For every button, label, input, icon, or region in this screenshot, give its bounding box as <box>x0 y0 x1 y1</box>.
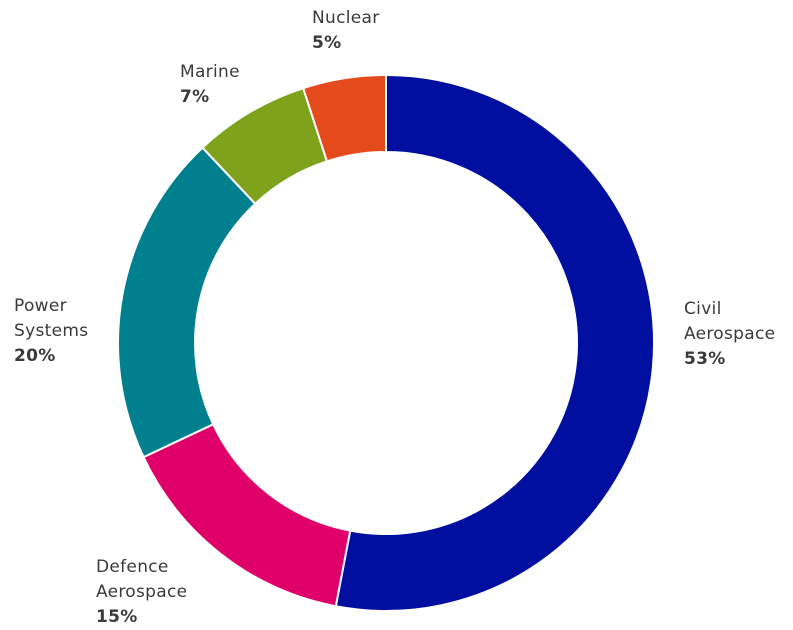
label-power-systems-line-2: Systems <box>14 321 89 341</box>
label-marine: Marine 7% <box>180 60 240 110</box>
label-power-systems-line-1: Power <box>14 296 67 316</box>
label-nuclear-line-1: Nuclear <box>312 8 380 28</box>
label-civil-aerospace-line-1: Civil <box>684 299 722 319</box>
label-civil-aerospace-line-2: Aerospace <box>684 324 776 344</box>
value-power-systems: 20% <box>14 346 56 366</box>
value-marine: 7% <box>180 87 210 107</box>
donut-slice-power-systems <box>117 146 257 459</box>
label-power-systems: Power Systems 20% <box>14 294 88 369</box>
label-defence-aerospace-line-1: Defence <box>96 557 169 577</box>
label-defence-aerospace: Defence Aerospace 15% <box>96 555 187 630</box>
value-nuclear: 5% <box>312 33 342 53</box>
value-defence-aerospace: 15% <box>96 607 138 627</box>
label-nuclear: Nuclear 5% <box>312 6 380 56</box>
label-civil-aerospace: Civil Aerospace 53% <box>684 297 775 372</box>
donut-slice-civil-aerospace <box>334 73 655 612</box>
donut-slice-nuclear <box>301 73 387 163</box>
value-civil-aerospace: 53% <box>684 349 726 369</box>
label-marine-line-1: Marine <box>180 62 240 82</box>
label-defence-aerospace-line-2: Aerospace <box>96 582 188 602</box>
